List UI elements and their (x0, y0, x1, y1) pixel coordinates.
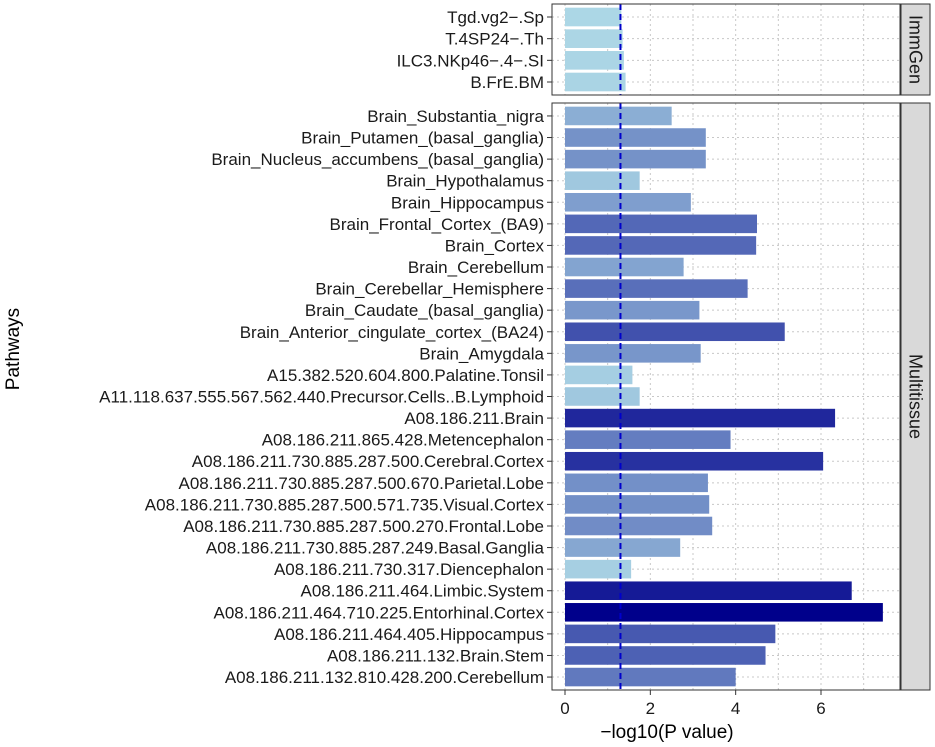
y-tick-label: A08.186.211.464.Limbic.System (301, 582, 545, 601)
x-tick-label: 6 (816, 699, 825, 718)
bar (565, 279, 748, 298)
y-tick-label: Brain_Hypothalamus (386, 172, 544, 191)
y-tick-label: Brain_Caudate_(basal_ganglia) (305, 301, 544, 320)
bar (565, 603, 883, 622)
y-tick-label: A08.186.211.865.428.Metencephalon (262, 431, 544, 450)
y-tick-label: A08.186.211.730.885.287.249.Basal.Gangli… (206, 539, 545, 558)
y-tick-label: Brain_Cerebellum (408, 258, 544, 277)
y-tick-label: A08.186.211.132.810.428.200.Cerebellum (225, 668, 544, 687)
x-tick-label: 0 (560, 699, 569, 718)
y-tick-label: A08.186.211.132.Brain.Stem (327, 646, 544, 665)
y-tick-label: A08.186.211.730.885.287.500.571.735.Visu… (145, 495, 545, 514)
x-axis-title: −log10(P value) (600, 722, 733, 743)
facet-strips: ImmGen Multitissue (900, 3, 931, 691)
bar (565, 344, 701, 363)
bar (565, 430, 731, 449)
bar (565, 559, 632, 579)
y-tick-label: Brain_Cerebellar_Hemisphere (315, 280, 544, 299)
facet-strip (900, 3, 931, 96)
bar (565, 495, 710, 514)
y-tick-label: Brain_Anterior_cingulate_cortex_(BA24) (240, 323, 544, 342)
bar (565, 214, 757, 234)
y-tick-label: A08.186.211.730.317.Diencephalon (274, 560, 544, 579)
y-tick-label: Brain_Frontal_Cortex_(BA9) (330, 215, 544, 234)
y-axis-title: Pathways (3, 308, 24, 390)
x-tick-label: 4 (731, 699, 740, 718)
y-tick-label: A15.382.520.604.800.Palatine.Tonsil (267, 366, 544, 385)
y-tick-label: A08.186.211.Brain (404, 409, 544, 428)
y-tick-label: Brain_Nucleus_accumbens_(basal_ganglia) (211, 150, 544, 169)
bar (565, 408, 836, 428)
bar (565, 624, 776, 644)
bar (565, 451, 824, 471)
bars (565, 7, 883, 687)
bar (565, 473, 708, 493)
bar (565, 72, 626, 92)
y-tick-label: A08.186.211.464.405.Hippocampus (274, 625, 544, 644)
bar (565, 667, 736, 687)
panel-border (551, 3, 901, 96)
y-tick-label: A11.118.637.555.567.562.440.Precursor.Ce… (99, 388, 544, 407)
bar (565, 516, 713, 536)
bar (565, 106, 672, 126)
y-tick-label: Tgd.vg2−.Sp (447, 8, 544, 27)
bar (565, 538, 681, 557)
x-axis: 0 2 4 6 (560, 690, 826, 718)
y-tick-label: A08.186.211.730.885.287.500.270.Frontal.… (183, 517, 544, 536)
y-tick-label: A08.186.211.730.885.287.500.670.Parietal… (179, 474, 545, 493)
bar (565, 387, 640, 406)
y-tick-label: Brain_Substantia_nigra (367, 107, 544, 126)
bar (565, 29, 623, 48)
bar (565, 7, 622, 27)
bar (565, 128, 706, 147)
y-tick-label: Brain_Cortex (445, 236, 545, 255)
facet-strip-label: ImmGen (906, 15, 926, 84)
y-tick-label: Brain_Putamen_(basal_ganglia) (301, 129, 544, 148)
y-tick-label: ILC3.NKp46−.4−.SI (397, 51, 544, 70)
bar (565, 646, 766, 665)
bar (565, 171, 640, 190)
y-tick-label: T.4SP24−.Th (445, 30, 544, 49)
bar (565, 322, 785, 342)
y-tick-label: B.FrE.BM (470, 73, 544, 92)
facet-strip-label: Multitissue (906, 354, 926, 439)
bar (565, 236, 757, 255)
bar (565, 51, 624, 70)
facet-strip (900, 102, 931, 691)
bar (565, 581, 852, 601)
bar (565, 149, 706, 169)
bar (565, 365, 633, 385)
y-tick-label: A08.186.211.464.710.225.Entorhinal.Corte… (214, 603, 545, 622)
x-tick-label: 2 (646, 699, 655, 718)
y-tick-label: Brain_Amygdala (419, 344, 544, 363)
y-tick-label: A08.186.211.730.885.287.500.Cerebral.Cor… (192, 452, 545, 471)
y-tick-label: Brain_Hippocampus (391, 193, 544, 212)
y-tick-labels: Tgd.vg2−.Sp T.4SP24−.Th ILC3.NKp46−.4−.SI B… (99, 8, 552, 687)
bar (565, 300, 700, 320)
bar (565, 192, 691, 212)
bar (565, 257, 684, 277)
